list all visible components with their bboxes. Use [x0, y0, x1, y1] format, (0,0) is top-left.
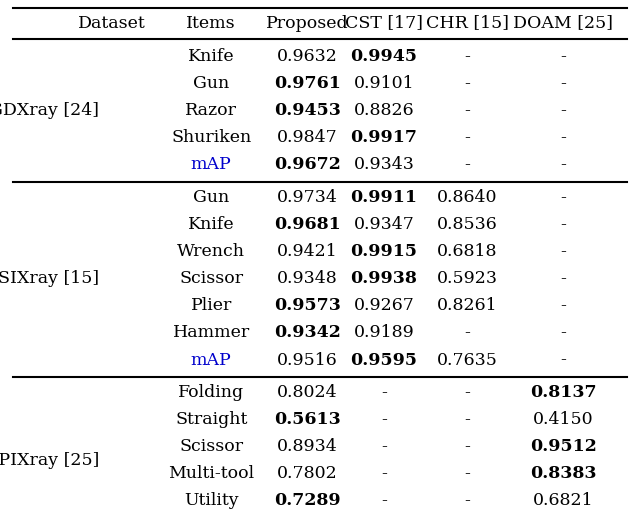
Text: 0.9632: 0.9632	[276, 48, 338, 65]
Text: 0.8261: 0.8261	[437, 297, 497, 314]
Text: 0.9101: 0.9101	[354, 75, 414, 92]
Text: -: -	[560, 130, 566, 146]
Text: mAP: mAP	[191, 352, 232, 369]
Text: -: -	[381, 411, 387, 428]
Text: 0.6818: 0.6818	[437, 243, 497, 260]
Text: -: -	[381, 465, 387, 482]
Text: 0.8536: 0.8536	[437, 216, 497, 233]
Text: -: -	[464, 48, 470, 65]
Text: 0.5923: 0.5923	[436, 270, 498, 287]
Text: SIXray [15]: SIXray [15]	[0, 270, 99, 287]
Text: DOAM [25]: DOAM [25]	[513, 14, 613, 32]
Text: 0.6821: 0.6821	[533, 493, 593, 509]
Text: 0.8137: 0.8137	[530, 384, 596, 401]
Text: Straight: Straight	[175, 411, 248, 428]
Text: 0.7802: 0.7802	[277, 465, 337, 482]
Text: 0.7635: 0.7635	[436, 352, 498, 369]
Text: -: -	[381, 384, 387, 401]
Text: -: -	[381, 438, 387, 455]
Text: Razor: Razor	[185, 102, 237, 119]
Text: GDXray [24]: GDXray [24]	[0, 102, 99, 119]
Text: -: -	[464, 384, 470, 401]
Text: 0.9342: 0.9342	[274, 325, 340, 342]
Text: 0.9945: 0.9945	[351, 48, 417, 65]
Text: -: -	[464, 75, 470, 92]
Text: 0.9911: 0.9911	[351, 189, 417, 206]
Text: 0.9453: 0.9453	[274, 102, 340, 119]
Text: -: -	[560, 102, 566, 119]
Text: Shuriken: Shuriken	[171, 130, 252, 146]
Text: Plier: Plier	[191, 297, 232, 314]
Text: 0.9267: 0.9267	[353, 297, 415, 314]
Text: Items: Items	[186, 14, 236, 32]
Text: Dataset: Dataset	[78, 14, 146, 32]
Text: -: -	[560, 352, 566, 369]
Text: Scissor: Scissor	[179, 270, 243, 287]
Text: 0.5613: 0.5613	[274, 411, 340, 428]
Text: 0.9734: 0.9734	[276, 189, 338, 206]
Text: Gun: Gun	[193, 189, 229, 206]
Text: 0.8934: 0.8934	[277, 438, 337, 455]
Text: Scissor: Scissor	[179, 438, 243, 455]
Text: 0.9938: 0.9938	[351, 270, 417, 287]
Text: CHR [15]: CHR [15]	[426, 14, 509, 32]
Text: -: -	[560, 297, 566, 314]
Text: 0.9847: 0.9847	[277, 130, 337, 146]
Text: -: -	[560, 48, 566, 65]
Text: 0.8640: 0.8640	[437, 189, 497, 206]
Text: -: -	[381, 493, 387, 509]
Text: 0.9672: 0.9672	[274, 157, 340, 174]
Text: 0.9595: 0.9595	[351, 352, 417, 369]
Text: Multi-tool: Multi-tool	[168, 465, 254, 482]
Text: -: -	[560, 189, 566, 206]
Text: 0.9761: 0.9761	[274, 75, 340, 92]
Text: 0.9189: 0.9189	[354, 325, 414, 342]
Text: CST [17]: CST [17]	[345, 14, 423, 32]
Text: Knife: Knife	[188, 216, 234, 233]
Text: 0.8826: 0.8826	[354, 102, 414, 119]
Text: -: -	[560, 75, 566, 92]
Text: Utility: Utility	[184, 493, 239, 509]
Text: 0.9512: 0.9512	[530, 438, 596, 455]
Text: Proposed: Proposed	[266, 14, 349, 32]
Text: Wrench: Wrench	[177, 243, 245, 260]
Text: -: -	[464, 493, 470, 509]
Text: 0.9348: 0.9348	[277, 270, 337, 287]
Text: Gun: Gun	[193, 75, 229, 92]
Text: 0.9573: 0.9573	[274, 297, 340, 314]
Text: -: -	[560, 270, 566, 287]
Text: 0.9681: 0.9681	[274, 216, 340, 233]
Text: mAP: mAP	[191, 157, 232, 174]
Text: Knife: Knife	[188, 48, 234, 65]
Text: -: -	[464, 465, 470, 482]
Text: 0.8024: 0.8024	[277, 384, 337, 401]
Text: 0.9917: 0.9917	[351, 130, 417, 146]
Text: 0.8383: 0.8383	[530, 465, 596, 482]
Text: -: -	[560, 325, 566, 342]
Text: Folding: Folding	[178, 384, 244, 401]
Text: -: -	[464, 157, 470, 174]
Text: -: -	[464, 325, 470, 342]
Text: 0.9343: 0.9343	[353, 157, 415, 174]
Text: OPIXray [25]: OPIXray [25]	[0, 452, 99, 468]
Text: 0.9915: 0.9915	[351, 243, 417, 260]
Text: 0.9347: 0.9347	[353, 216, 415, 233]
Text: -: -	[464, 438, 470, 455]
Text: 0.9421: 0.9421	[277, 243, 337, 260]
Text: -: -	[560, 216, 566, 233]
Text: 0.7289: 0.7289	[274, 493, 340, 509]
Text: -: -	[560, 157, 566, 174]
Text: 0.9516: 0.9516	[277, 352, 337, 369]
Text: -: -	[464, 102, 470, 119]
Text: -: -	[560, 243, 566, 260]
Text: Hammer: Hammer	[173, 325, 250, 342]
Text: -: -	[464, 411, 470, 428]
Text: -: -	[464, 130, 470, 146]
Text: 0.4150: 0.4150	[533, 411, 593, 428]
